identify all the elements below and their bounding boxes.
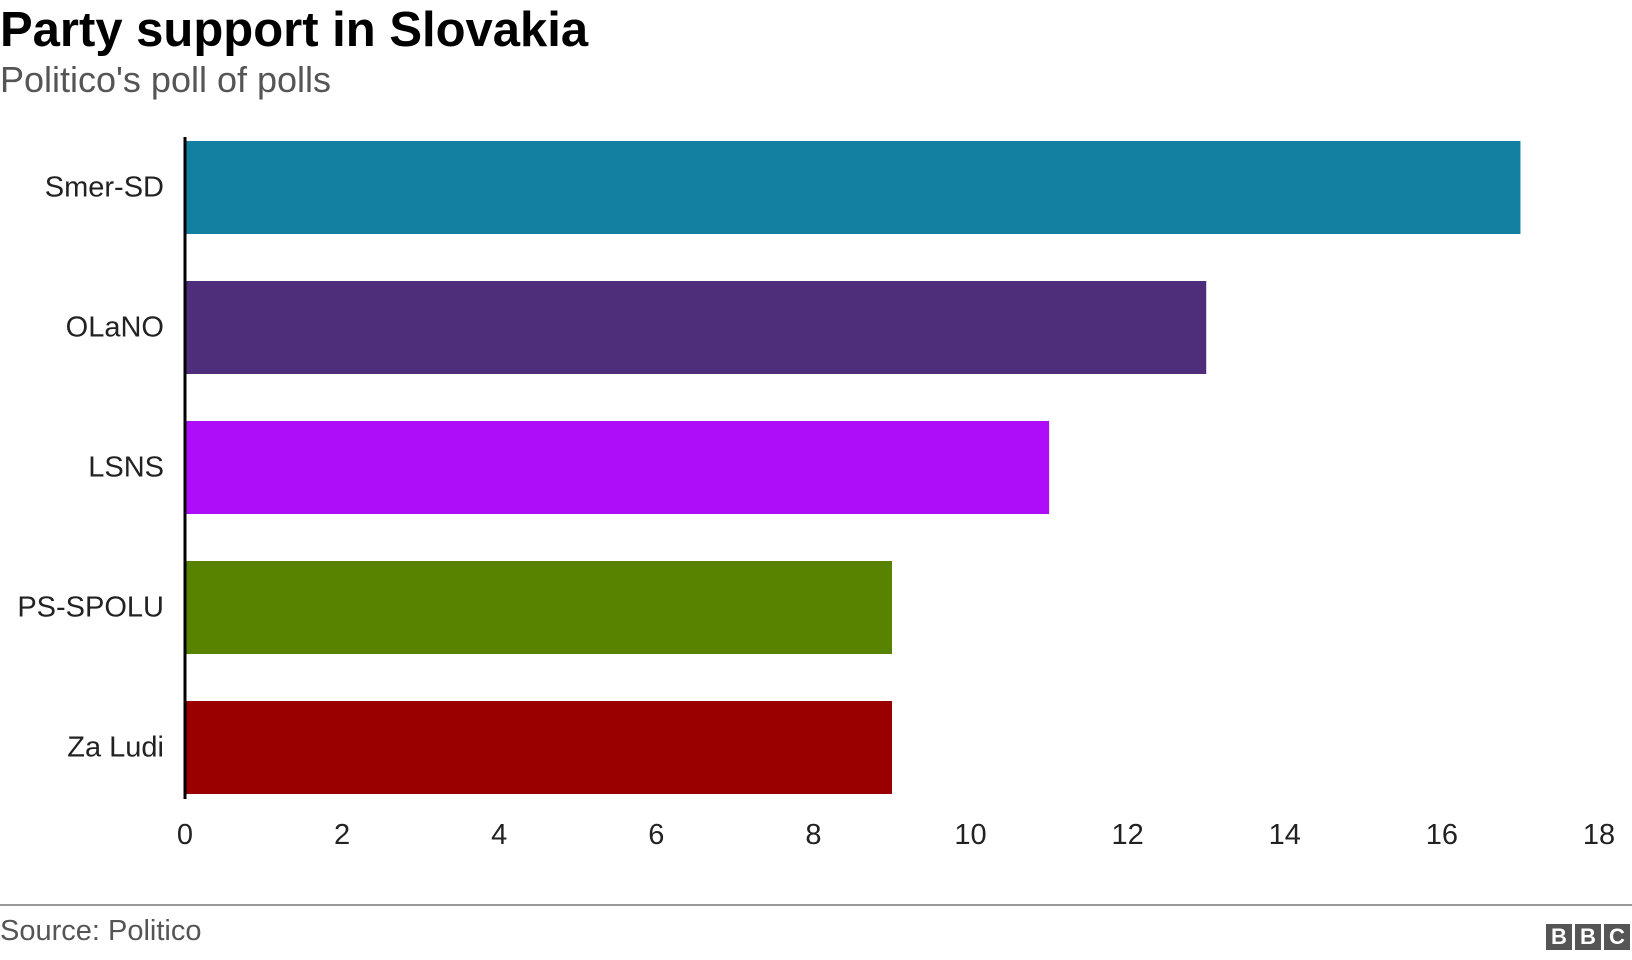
x-axis-ticks: 0 2 4 6 8 10 12 14 16 18 bbox=[177, 819, 1615, 851]
bbc-logo: B B C bbox=[1546, 924, 1630, 950]
logo-letter: B bbox=[1546, 924, 1572, 950]
category-label: Smer-SD bbox=[45, 172, 164, 204]
logo-letter: B bbox=[1575, 924, 1601, 950]
bar-smer-sd bbox=[185, 141, 1521, 234]
logo-letter: C bbox=[1604, 924, 1630, 950]
x-tick-label: 18 bbox=[1583, 819, 1615, 851]
x-tick-label: 16 bbox=[1426, 819, 1458, 851]
bar-lsns bbox=[185, 421, 1050, 514]
category-label: OLaNO bbox=[66, 312, 164, 344]
x-tick-label: 0 bbox=[177, 819, 193, 851]
x-tick-label: 2 bbox=[334, 819, 350, 851]
bar-za-ludi bbox=[185, 701, 892, 794]
x-tick-label: 12 bbox=[1112, 819, 1144, 851]
bar-chart: Smer-SD OLaNO LSNS PS-SPOLU Za Ludi 0 2 4 6 8 10 1… bbox=[17, 137, 1615, 851]
x-tick-label: 14 bbox=[1269, 819, 1301, 851]
x-tick-label: 8 bbox=[805, 819, 821, 851]
category-labels: Smer-SD OLaNO LSNS PS-SPOLU Za Ludi bbox=[17, 172, 164, 764]
footer-divider bbox=[0, 904, 1632, 906]
source-note: Source: Politico bbox=[0, 915, 202, 947]
bars-layer bbox=[185, 141, 1521, 794]
x-tick-label: 6 bbox=[648, 819, 664, 851]
category-label: LSNS bbox=[88, 452, 164, 484]
x-tick-label: 10 bbox=[954, 819, 986, 851]
chart-subtitle: Politico's poll of polls bbox=[0, 59, 332, 100]
category-label: PS-SPOLU bbox=[17, 592, 164, 624]
bar-ps-spolu bbox=[185, 561, 892, 654]
bar-olano bbox=[185, 281, 1207, 374]
x-tick-label: 4 bbox=[491, 819, 507, 851]
category-label: Za Ludi bbox=[67, 732, 164, 764]
chart-title: Party support in Slovakia bbox=[0, 3, 589, 57]
